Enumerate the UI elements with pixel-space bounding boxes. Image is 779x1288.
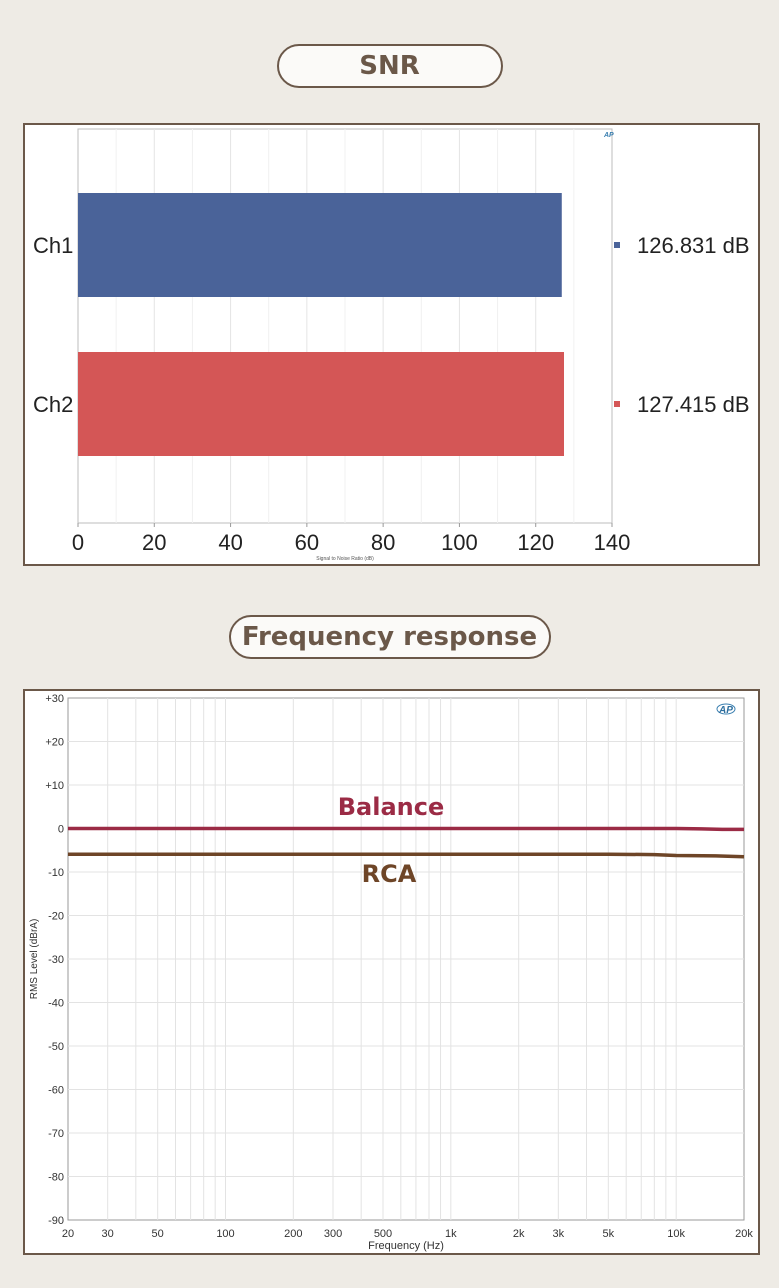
snr-value-label: 126.831 dB [637,233,750,258]
snr-chart: Ch1 126.831 dB Ch2 127.415 dB 0 20 40 60 80 100 12… [33,128,750,562]
snr-category-label: Ch1 [33,233,73,258]
snr-legend-marker [614,401,620,407]
fr-series-rca [68,852,745,859]
fr-annotation-balance: Balance [338,793,445,821]
fr-y-tick-label: 0 [58,824,64,836]
fr-y-tick-label: +20 [45,737,64,749]
fr-y-tick-label: -70 [48,1128,64,1140]
fr-x-tick-label: 3k [553,1228,565,1240]
snr-x-tick-label: 140 [594,530,631,555]
fr-x-tick-label: 300 [324,1228,342,1240]
snr-x-tick-label: 60 [295,530,319,555]
snr-x-tick-label: 100 [441,530,478,555]
snr-x-tick-label: 80 [371,530,395,555]
fr-y-tick-label: -40 [48,998,64,1010]
fr-y-tick-label: -50 [48,1041,64,1053]
snr-x-tick-label: 0 [72,530,84,555]
fr-x-tick-label: 30 [102,1228,114,1240]
snr-value-label: 127.415 dB [637,392,750,417]
fr-x-tick-label: 20 [62,1228,74,1240]
fr-x-tick-label: 10k [667,1228,685,1240]
fr-y-tick-label: -30 [48,954,64,966]
fr-x-tick-label: 500 [374,1228,392,1240]
fr-y-tick-label: -90 [48,1215,64,1227]
fr-x-tick-label: 5k [603,1228,615,1240]
fr-y-tick-label: -60 [48,1085,64,1097]
snr-x-axis-label: Signal to Noise Ratio (dB) [316,556,374,562]
fr-x-tick-label: 100 [216,1228,234,1240]
fr-x-tick-label: 20k [735,1228,753,1240]
fr-y-tick-label: +30 [45,693,64,705]
snr-category-label: Ch2 [33,392,73,417]
fr-x-tick-label: 50 [152,1228,164,1240]
ap-logo-ring-icon [716,703,736,715]
fr-x-tick-label: 2k [513,1228,525,1240]
fr-y-tick-label: -20 [48,911,64,923]
fr-y-axis-label: RMS Level (dBrA) [29,919,40,1000]
fr-y-tick-label: +10 [45,780,64,792]
snr-title: SNR [276,44,503,88]
fr-x-axis-label: Frequency (Hz) [368,1240,444,1252]
snr-bar-ch2 [78,352,564,456]
fr-x-tick-label: 1k [445,1228,457,1240]
fr-x-tick-label: 200 [284,1228,302,1240]
fr-series-balance [68,826,744,832]
ap-logo-icon: AP [718,705,733,716]
snr-x-tick-label: 20 [142,530,166,555]
fr-y-tick-label: -80 [48,1172,64,1184]
frequency-response-chart-panel: +30 +20 +10 0 -10 -20 -30 -40 -50 -60 -70 -80 -90 20 3… [23,689,760,1255]
frequency-response-title: Frequency response [228,615,551,659]
ap-logo-icon: AP [603,132,614,139]
snr-chart-panel: Ch1 126.831 dB Ch2 127.415 dB 0 20 40 60 80 100 12… [23,123,760,566]
snr-x-tick-label: 40 [218,530,242,555]
fr-y-tick-label: -10 [48,867,64,879]
snr-bar-ch1 [78,193,562,297]
fr-annotation-rca: RCA [362,860,417,888]
snr-x-tick-label: 120 [517,530,554,555]
snr-legend-marker [614,242,620,248]
